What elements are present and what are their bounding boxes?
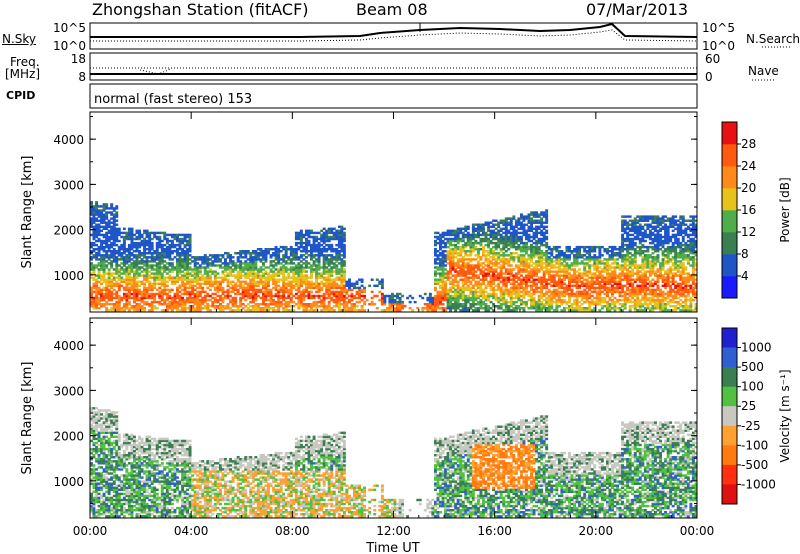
noise-search-label: N.Search: [746, 32, 800, 46]
velocity-colorbar-label: Velocity [m s⁻¹]: [778, 369, 792, 462]
freq-label-bottom: [MHz]: [5, 67, 41, 81]
power-ytick-label: 1000: [53, 269, 84, 283]
power-ytick-label: 4000: [53, 133, 84, 147]
velocity-xtick-label: 12:00: [376, 524, 411, 538]
power-data-cells: [90, 201, 698, 312]
power-colorbar-swatch: [722, 122, 737, 145]
velocity-xtick-label: 08:00: [275, 524, 310, 538]
cpid-text: normal (fast stereo) 153: [94, 92, 253, 107]
power-panel: 1000 2000 3000 4000 Slant Range [km]: [20, 111, 698, 313]
beam-label: Beam 08: [356, 0, 428, 19]
freq-tick-top: 18: [71, 52, 86, 66]
power-colorbar-tick: 4: [741, 269, 749, 283]
freq-label-top: Freq.: [10, 55, 40, 69]
power-colorbar-swatch: [722, 188, 737, 211]
velocity-colorbar-swatch: [722, 347, 737, 368]
velocity-xtick-label: 04:00: [174, 524, 209, 538]
nave-tick-top: 60: [705, 52, 720, 66]
power-colorbar-swatch: [722, 254, 737, 277]
velocity-colorbar-tick: -100: [741, 438, 768, 452]
velocity-colorbar-tick: 1000: [741, 341, 772, 355]
power-colorbar-tick: 12: [741, 225, 756, 239]
velocity-ytick-label: 1000: [53, 475, 84, 489]
power-colorbar-swatch: [722, 210, 737, 233]
power-colorbar-label: Power [dB]: [778, 177, 792, 242]
power-colorbar: 4 8 12 16 20 24 28 Power [dB]: [721, 121, 792, 299]
velocity-ylabel: Slant Range [km]: [20, 362, 35, 475]
xlabel: Time UT: [365, 541, 419, 554]
power-ytick-label: 3000: [53, 178, 84, 192]
power-colorbar-tick: 8: [741, 247, 749, 261]
velocity-colorbar-swatch: [722, 445, 737, 466]
velocity-colorbar-tick: -25: [741, 419, 761, 433]
velocity-ytick-label: 3000: [53, 384, 84, 398]
power-colorbar-swatch: [722, 166, 737, 189]
velocity-xtick-label: 20:00: [579, 524, 614, 538]
power-colorbar-tick: 16: [741, 203, 756, 217]
chart-title: Zhongshan Station (fitACF): [92, 0, 309, 19]
power-ytick-label: 2000: [53, 224, 84, 238]
velocity-panel: 1000 2000 3000 4000 Slant Range [km] 00:00 04:…: [20, 317, 715, 538]
velocity-colorbar-tick: -500: [741, 458, 768, 472]
power-colorbar-swatch: [722, 144, 737, 167]
power-colorbar-swatch: [722, 276, 737, 299]
nave-label: Nave: [748, 64, 779, 78]
velocity-colorbar-tick: 500: [741, 360, 764, 374]
noise-tick-bottom-left: 10^0: [53, 39, 86, 53]
velocity-data-cells: [90, 407, 698, 518]
cpid-panel: [89, 83, 698, 109]
velocity-colorbar-tick: -1000: [741, 477, 776, 491]
noise-tick-bottom-right: 10^0: [702, 39, 735, 53]
power-colorbar-swatch: [722, 232, 737, 255]
noise-search-line: [90, 29, 698, 42]
noise-panel: 10^5 10^0 10^5 10^0: [53, 21, 790, 53]
velocity-colorbar-tick: 100: [741, 380, 764, 394]
velocity-xtick-label: 00:00: [73, 524, 108, 538]
velocity-colorbar-swatch: [722, 386, 737, 407]
noise-sky-line: [90, 22, 698, 38]
velocity-colorbar-swatch: [722, 367, 737, 387]
power-colorbar-tick: 28: [741, 137, 756, 151]
velocity-ytick-label: 2000: [53, 430, 84, 444]
velocity-ytick-label: 4000: [53, 339, 84, 353]
noise-tick-top-left: 10^5: [53, 21, 86, 35]
velocity-colorbar-swatch: [722, 328, 737, 348]
nave-tick-bottom: 0: [705, 70, 713, 84]
velocity-xtick-label: 16:00: [477, 524, 512, 538]
freq-panel: 18 8 60 0: [71, 52, 776, 84]
cpid-label: CPID: [6, 89, 36, 102]
velocity-xtick-label: 00:00: [680, 524, 715, 538]
noise-tick-top-right: 10^5: [702, 21, 735, 35]
velocity-colorbar-swatch: [722, 464, 737, 485]
noise-sky-label: N.Sky: [2, 32, 37, 46]
power-colorbar-tick: 20: [741, 181, 756, 195]
velocity-colorbar-swatch: [722, 425, 737, 446]
velocity-colorbar-swatch: [722, 406, 737, 427]
power-ylabel: Slant Range [km]: [20, 156, 35, 269]
velocity-colorbar: 1000 500 100 25 -25 -100 -500 -1000 Velocity [m …: [721, 327, 792, 505]
velocity-colorbar-swatch: [722, 484, 737, 505]
velocity-colorbar-tick: 25: [741, 399, 756, 413]
power-colorbar-tick: 24: [741, 159, 756, 173]
freq-tick-bottom: 8: [78, 70, 86, 84]
date-label: 07/Mar/2013: [586, 0, 689, 19]
